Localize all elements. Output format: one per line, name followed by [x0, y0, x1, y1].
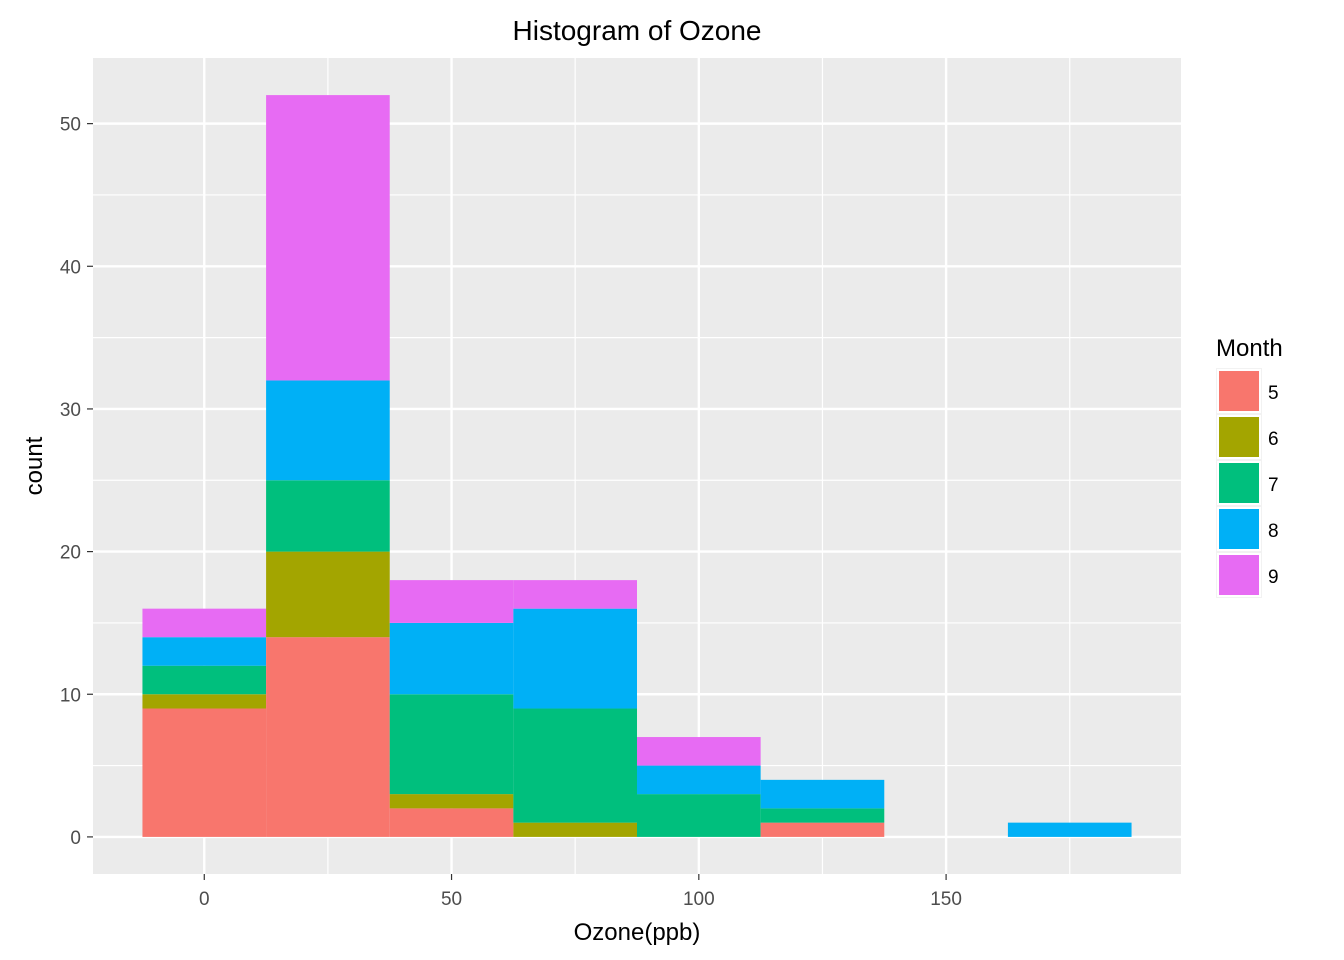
bar-segment-month-9 [637, 737, 761, 766]
bars-layer [142, 95, 1132, 837]
y-axis: 0 10 20 30 40 50 [60, 115, 93, 849]
bar-segment-month-9 [266, 95, 390, 381]
bar-segment-month-7 [389, 694, 514, 795]
bar-segment-month-9 [142, 608, 267, 638]
y-tick-label: 10 [60, 685, 81, 706]
y-tick-label: 50 [60, 115, 81, 136]
y-tick-label: 40 [60, 257, 81, 278]
x-axis-title: Ozone(ppb) [574, 919, 701, 946]
x-axis: 0 50 100 150 [199, 874, 962, 910]
bar-segment-month-8 [389, 622, 514, 695]
bar-segment-month-6 [513, 822, 637, 837]
bar-segment-month-8 [637, 765, 761, 795]
bar-segment-month-6 [389, 794, 514, 809]
legend-swatch-month-5 [1217, 369, 1261, 413]
x-tick-label: 0 [199, 889, 210, 910]
legend-swatch-month-9 [1217, 553, 1261, 597]
x-tick-label: 150 [930, 889, 962, 910]
legend-label-month-6: 6 [1268, 429, 1279, 450]
bar-segment-month-7 [266, 480, 390, 552]
bar-segment-month-8 [760, 779, 885, 809]
bar-segment-month-9 [513, 580, 637, 609]
legend-swatch-month-7 [1217, 461, 1261, 505]
legend-label-month-9: 9 [1268, 567, 1279, 588]
y-tick-label: 20 [60, 543, 81, 564]
bar-segment-month-9 [389, 580, 514, 623]
bar-segment-month-7 [760, 808, 885, 823]
bar-segment-month-6 [266, 551, 390, 638]
bar-segment-month-7 [513, 708, 637, 823]
legend-label-month-5: 5 [1268, 383, 1279, 404]
bar-segment-month-5 [266, 637, 390, 837]
legend: Month 5 6 7 8 9 [1216, 335, 1283, 598]
legend-swatch-month-8 [1217, 507, 1261, 551]
legend-label-month-7: 7 [1268, 475, 1279, 496]
bar-segment-month-8 [142, 637, 267, 666]
bar-segment-month-8 [1007, 822, 1132, 837]
x-tick-label: 50 [441, 889, 462, 910]
legend-swatch-month-6 [1217, 415, 1261, 459]
chart-title: Histogram of Ozone [513, 15, 762, 46]
legend-title: Month [1216, 335, 1283, 362]
y-axis-title: count [21, 436, 48, 495]
bar-segment-month-7 [142, 665, 267, 695]
bar-segment-month-8 [513, 608, 637, 709]
bar-segment-month-6 [142, 694, 267, 709]
x-tick-label: 100 [683, 889, 715, 910]
bar-segment-month-5 [760, 822, 885, 837]
y-tick-label: 0 [70, 828, 81, 849]
bar-segment-month-5 [142, 708, 267, 837]
bar-segment-month-8 [266, 380, 390, 481]
bar-segment-month-7 [637, 794, 761, 837]
y-tick-label: 30 [60, 400, 81, 421]
bar-segment-month-5 [389, 808, 514, 837]
legend-label-month-8: 8 [1268, 521, 1279, 542]
